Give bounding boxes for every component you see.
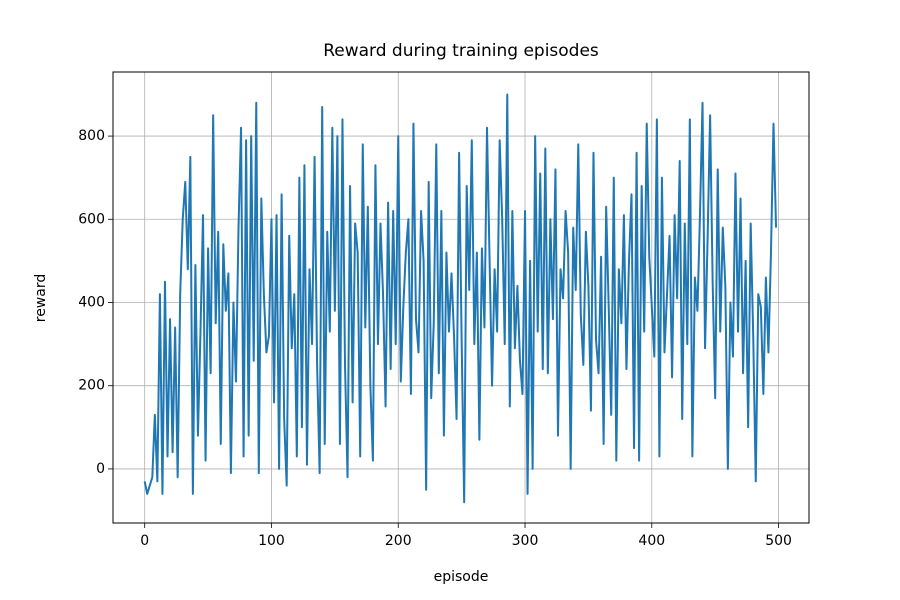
chart-title: Reward during training episodes bbox=[323, 41, 599, 61]
x-tick-label: 0 bbox=[140, 533, 149, 549]
y-tick-label: 400 bbox=[78, 294, 105, 310]
x-tick-label: 400 bbox=[638, 533, 665, 549]
y-tick-label: 800 bbox=[78, 128, 105, 144]
x-axis-label: episode bbox=[434, 569, 489, 585]
y-tick-label: 600 bbox=[78, 211, 105, 227]
y-axis-label: reward bbox=[33, 274, 49, 323]
y-tick-label: 200 bbox=[78, 378, 105, 394]
y-tick-label: 0 bbox=[96, 461, 105, 477]
x-tick-label: 200 bbox=[385, 533, 412, 549]
plot-frame bbox=[112, 71, 810, 524]
x-tick-label: 300 bbox=[512, 533, 539, 549]
series-line bbox=[143, 93, 778, 504]
x-tick-label: 100 bbox=[258, 533, 285, 549]
x-tick-label: 500 bbox=[765, 533, 792, 549]
